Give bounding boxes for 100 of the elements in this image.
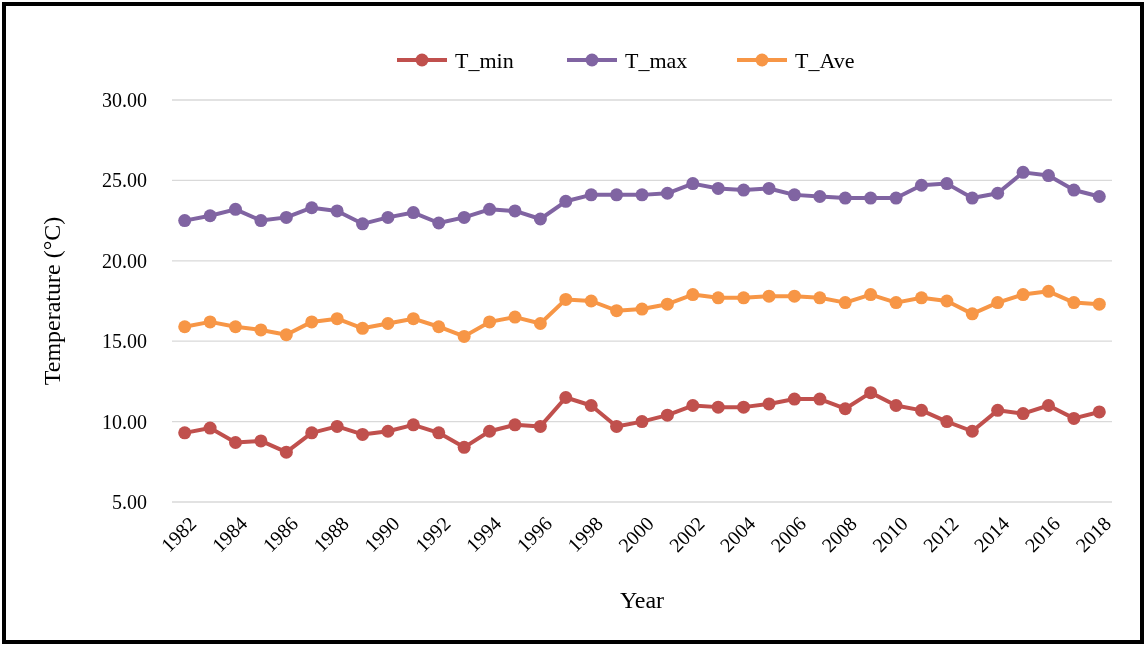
point [1092, 405, 1106, 419]
point [991, 186, 1005, 200]
point [356, 427, 370, 441]
point [254, 434, 268, 448]
x-tick-label: 1982 [156, 512, 201, 557]
point [533, 212, 547, 226]
point [660, 186, 674, 200]
point [889, 191, 903, 205]
point [635, 415, 649, 429]
point [914, 403, 928, 417]
point [559, 292, 573, 306]
point [254, 214, 268, 228]
point [584, 188, 598, 202]
y-tick-label: 20.00 [102, 249, 147, 272]
legend-label: T_max [625, 47, 688, 73]
point [940, 177, 954, 191]
point [660, 408, 674, 422]
point [940, 294, 954, 308]
point [991, 403, 1005, 417]
point [1016, 407, 1030, 421]
point [508, 204, 522, 218]
point [813, 291, 827, 305]
point [508, 310, 522, 324]
point [457, 329, 471, 343]
point [965, 307, 979, 321]
point [737, 400, 751, 414]
point [864, 386, 878, 400]
point [229, 202, 243, 216]
point [711, 181, 725, 195]
point [965, 424, 979, 438]
point [483, 424, 497, 438]
legend-label: T_min [455, 47, 514, 73]
point [406, 418, 420, 432]
point [711, 291, 725, 305]
point [610, 419, 624, 433]
y-tick-label: 10.00 [102, 410, 147, 433]
point [940, 415, 954, 429]
point [229, 436, 243, 449]
point [813, 189, 827, 203]
point [889, 296, 903, 310]
point [838, 191, 852, 205]
point [1092, 189, 1106, 203]
point [584, 294, 598, 308]
point [381, 317, 395, 331]
point [864, 191, 878, 205]
point [991, 296, 1005, 310]
y-tick-label: 15.00 [102, 330, 147, 353]
point [178, 426, 192, 440]
point [254, 323, 268, 337]
point [686, 288, 700, 302]
point [610, 304, 624, 318]
point [432, 426, 446, 440]
y-tick-label: 5.00 [112, 491, 147, 513]
point [533, 419, 547, 433]
point [330, 419, 344, 433]
point [559, 194, 573, 208]
x-tick-label: 1990 [359, 512, 404, 557]
point [229, 320, 243, 334]
point [508, 418, 522, 432]
point [737, 183, 751, 197]
point [610, 188, 624, 202]
point [533, 317, 547, 331]
point [406, 206, 420, 220]
point [635, 302, 649, 316]
point [203, 421, 217, 435]
point [635, 188, 649, 202]
point [305, 201, 319, 215]
point [279, 210, 293, 224]
point [305, 315, 319, 329]
point [1067, 296, 1081, 310]
point [356, 217, 370, 231]
point [787, 188, 801, 202]
point [178, 320, 192, 334]
x-tick-label: 1992 [410, 512, 455, 557]
point [1016, 165, 1030, 179]
point [1041, 284, 1055, 298]
point [457, 210, 471, 224]
point [203, 315, 217, 329]
point [1041, 399, 1055, 413]
y-tick-label: 25.00 [102, 169, 147, 192]
point [483, 315, 497, 329]
point [813, 392, 827, 406]
point [432, 216, 446, 230]
x-tick-label: 1998 [563, 512, 607, 557]
x-tick-label: 1988 [309, 512, 353, 557]
point [406, 312, 420, 326]
point [305, 426, 319, 440]
point [889, 399, 903, 413]
point [330, 312, 344, 326]
point [559, 390, 573, 404]
point [762, 289, 776, 303]
point [1016, 288, 1030, 302]
legend-label: T_Ave [795, 47, 855, 73]
point [356, 321, 370, 335]
point [660, 297, 674, 311]
point [1092, 297, 1106, 311]
point [457, 440, 471, 454]
point [279, 328, 293, 342]
point [787, 289, 801, 303]
y-axis-title: Temperature (°C) [39, 216, 65, 386]
